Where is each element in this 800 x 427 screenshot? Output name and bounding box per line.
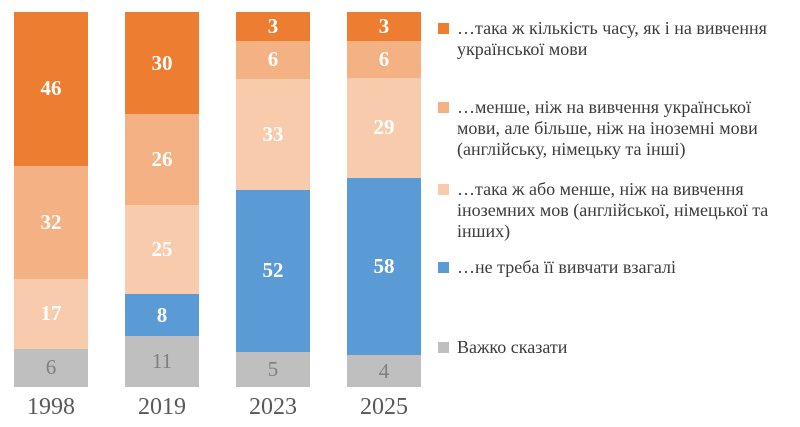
bar-segment: 33 xyxy=(236,78,310,190)
legend-item: …така ж кількість часу, як і на вивчення… xyxy=(438,18,795,60)
bar-segment: 17 xyxy=(14,278,88,349)
bar-segment: 52 xyxy=(236,189,310,353)
x-axis-label: 2019 xyxy=(138,394,186,420)
bar-2025: 3 6 29 58 4 xyxy=(347,12,421,387)
legend-swatch-icon xyxy=(438,184,449,195)
segment-value-label: 4 xyxy=(378,358,390,383)
x-axis-label: 2025 xyxy=(360,394,408,420)
segment-value-label: 33 xyxy=(262,121,284,146)
bar-segment: 30 xyxy=(125,12,199,114)
legend-label: …така ж або менше, ніж на вивчення інозе… xyxy=(457,179,769,241)
x-axis-label: 1998 xyxy=(27,394,75,420)
bar-segment: 6 xyxy=(14,348,88,387)
segment-value-label: 52 xyxy=(262,258,284,283)
segment-value-label: 30 xyxy=(151,50,173,75)
legend-item: …менше, ніж на вивчення української мови… xyxy=(438,97,795,160)
bar-segment: 6 xyxy=(236,41,310,79)
bar-2019: 30 26 25 8 11 xyxy=(125,12,199,387)
segment-value-label: 46 xyxy=(40,76,62,101)
legend-item: …така ж або менше, ніж на вивчення інозе… xyxy=(438,179,795,242)
segment-value-label: 6 xyxy=(267,47,279,72)
bar-segment: 11 xyxy=(125,336,199,387)
segment-value-label: 17 xyxy=(40,301,62,326)
legend-swatch-icon xyxy=(438,23,449,34)
bar-segment: 8 xyxy=(125,293,199,337)
x-axis-label: 2023 xyxy=(249,394,297,420)
legend-item: …не треба її вивчати взагалі xyxy=(438,257,795,278)
segment-value-label: 25 xyxy=(151,236,173,261)
segment-value-label: 11 xyxy=(151,349,173,374)
segment-value-label: 58 xyxy=(373,253,395,278)
legend-swatch-icon xyxy=(438,262,449,273)
legend-label: Важко сказати xyxy=(457,337,568,357)
segment-value-label: 6 xyxy=(378,47,390,72)
legend-label: …менше, ніж на вивчення української мови… xyxy=(457,97,758,159)
legend-item: Важко сказати xyxy=(438,337,795,358)
segment-value-label: 8 xyxy=(156,302,168,327)
legend-swatch-icon xyxy=(438,342,449,353)
bar-1998: 46 32 17 6 xyxy=(14,12,88,387)
bar-segment: 6 xyxy=(347,41,421,79)
legend-label: …така ж кількість часу, як і на вивчення… xyxy=(457,18,767,59)
bar-segment: 5 xyxy=(236,352,310,387)
bar-segment: 4 xyxy=(347,355,421,387)
segment-value-label: 6 xyxy=(45,355,57,380)
bar-segment: 58 xyxy=(347,177,421,356)
bar-2023: 3 6 33 52 5 xyxy=(236,12,310,387)
legend-swatch-icon xyxy=(438,102,449,113)
bar-segment: 26 xyxy=(125,114,199,206)
bar-segment: 46 xyxy=(14,12,88,166)
segment-value-label: 26 xyxy=(151,147,173,172)
legend-label: …не треба її вивчати взагалі xyxy=(457,257,676,277)
bar-segment: 25 xyxy=(125,205,199,294)
bar-segment: 32 xyxy=(14,165,88,279)
segment-value-label: 29 xyxy=(373,115,395,140)
bar-segment: 3 xyxy=(347,12,421,42)
bar-segment: 3 xyxy=(236,12,310,42)
segment-value-label: 3 xyxy=(378,14,390,39)
segment-value-label: 3 xyxy=(267,14,279,39)
segment-value-label: 32 xyxy=(40,209,62,234)
segment-value-label: 5 xyxy=(267,357,279,382)
bar-segment: 29 xyxy=(347,78,421,178)
